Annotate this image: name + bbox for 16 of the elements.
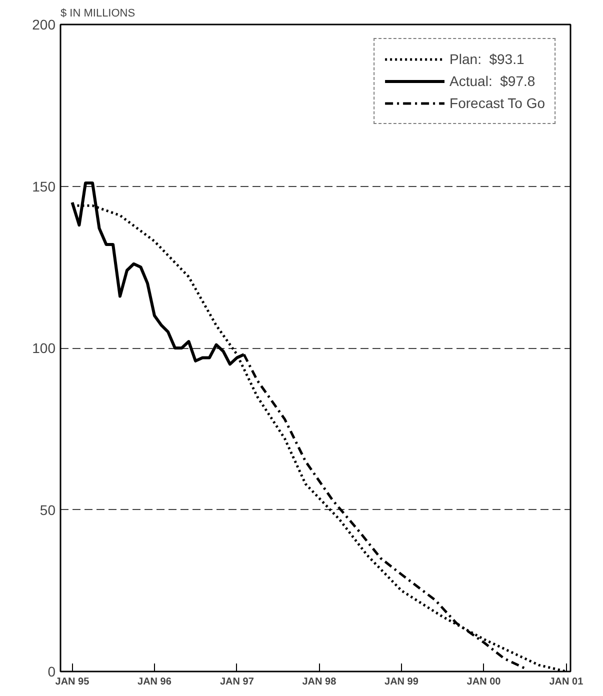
- x-tick-label: JAN 99: [384, 676, 419, 688]
- legend-label: Actual: $97.8: [450, 73, 536, 89]
- y-axis-title: $ IN MILLIONS: [60, 8, 136, 20]
- x-tick-label: JAN 95: [55, 676, 90, 688]
- x-tick-label: JAN 96: [138, 676, 172, 688]
- y-tick-label: 50: [40, 502, 56, 518]
- legend-label: Forecast To Go: [450, 95, 545, 111]
- y-tick-label: 150: [32, 178, 56, 194]
- x-tick-label: JAN 01: [549, 676, 584, 688]
- y-tick-label: 100: [32, 340, 56, 356]
- y-tick-label: 200: [32, 16, 56, 32]
- x-tick-label: JAN 97: [220, 676, 254, 688]
- x-tick-label: JAN 00: [466, 676, 502, 688]
- y-tick-label: 0: [48, 664, 56, 680]
- x-tick-label: JAN 98: [302, 676, 337, 688]
- legend-label: Plan: $93.1: [450, 51, 524, 67]
